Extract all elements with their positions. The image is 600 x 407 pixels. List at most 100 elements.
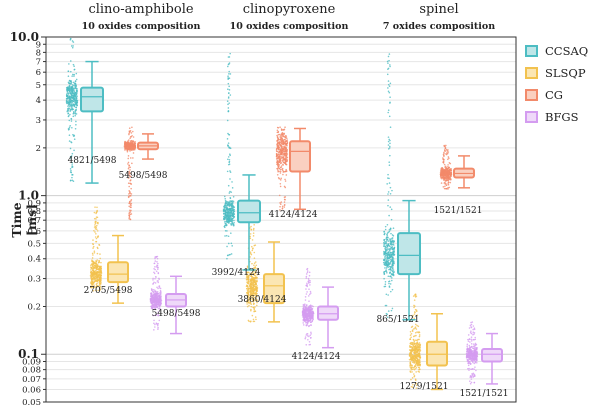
scatter-point (66, 92, 69, 94)
scatter-point (90, 271, 92, 274)
scatter-point (72, 98, 75, 101)
scatter-point (277, 126, 280, 129)
scatter-point (73, 65, 75, 68)
scatter-point (250, 285, 253, 287)
scatter-point (306, 333, 309, 335)
scatter-point (155, 306, 158, 308)
scatter-point (417, 331, 420, 334)
scatter-point (127, 167, 130, 170)
legend-item-bfgs: BFGS (525, 106, 600, 128)
scatter-point (470, 350, 473, 353)
panel-subtitle-text: 7 oxides composition (382, 21, 496, 32)
scatter-point (384, 245, 387, 248)
scatter-point (130, 209, 132, 212)
scatter-point (127, 161, 130, 164)
scatter-point (305, 309, 308, 312)
scatter-point (443, 149, 446, 151)
scatter-point (127, 177, 130, 179)
scatter-point (96, 246, 99, 249)
scatter-point (69, 108, 72, 111)
scatter-point (73, 73, 76, 76)
scatter-point (389, 245, 391, 248)
scatter-point (253, 257, 256, 259)
scatter-point (412, 357, 415, 360)
scatter-point (391, 269, 393, 272)
scatter-point (280, 155, 282, 158)
scatter-point (100, 268, 102, 271)
box-iqr (397, 232, 421, 276)
scatter-point (385, 259, 388, 262)
scatter-point (278, 133, 281, 136)
scatter-point (150, 298, 153, 301)
scatter-point (99, 257, 101, 260)
panel-title-text: spinel (419, 2, 459, 17)
scatter-point (129, 195, 132, 197)
scatter-point (409, 330, 412, 333)
y-tick-label: 3 (36, 116, 41, 126)
scatter-point (389, 102, 391, 104)
scatter-point (308, 340, 311, 343)
scatter-point (228, 62, 231, 64)
scatter-point (251, 262, 253, 265)
scatter-point (284, 157, 287, 160)
scatter-point (222, 218, 225, 220)
scatter-point (128, 200, 131, 203)
legend-item-slsqp: SLSQP (525, 62, 600, 84)
scatter-point (408, 345, 411, 347)
scatter-point (284, 145, 286, 147)
y-tick-label: 5 (36, 81, 41, 91)
scatter-point (447, 158, 449, 161)
scatter-point (253, 288, 255, 290)
scatter-point (75, 72, 78, 75)
scatter-point (392, 244, 395, 246)
scatter-point (411, 368, 414, 371)
scatter-point (383, 243, 385, 246)
scatter-point (129, 157, 132, 159)
scatter-point (282, 128, 285, 131)
scatter-point (281, 137, 284, 140)
scatter-point (387, 136, 390, 138)
scatter-point (228, 217, 230, 220)
scatter-point (440, 169, 442, 171)
scatter-point (303, 314, 306, 316)
y-tick-label: 1.0 (18, 189, 39, 203)
scatter-point (443, 179, 445, 182)
scatter-point (419, 356, 421, 359)
scatter-point (278, 164, 280, 166)
scatter-point (444, 177, 446, 180)
scatter-point (390, 208, 393, 211)
scatter-point (153, 329, 155, 331)
scatter-point (386, 232, 389, 235)
scatter-point (385, 236, 388, 239)
scatter-point (386, 60, 389, 63)
scatter-point (99, 266, 102, 268)
scatter-point (233, 212, 235, 215)
scatter-point (418, 368, 421, 371)
scatter-point (69, 89, 72, 92)
scatter-point (418, 334, 421, 336)
scatter-point (278, 167, 281, 170)
scatter-point (447, 182, 449, 185)
scatter-point (446, 175, 448, 178)
scatter-point (390, 255, 393, 257)
scatter-point (70, 171, 73, 174)
scatter-point (415, 339, 417, 341)
scatter-point (411, 377, 414, 379)
scatter-point (232, 210, 235, 213)
scatter-point (285, 142, 288, 145)
scatter-point (249, 251, 252, 254)
scatter-point (473, 375, 476, 377)
scatter-point (388, 285, 391, 287)
scatter-point (387, 55, 390, 58)
scatter-point (445, 144, 447, 147)
scatter-point (276, 174, 279, 176)
scatter-point (92, 275, 94, 277)
scatter-point (130, 140, 132, 142)
scatter-point (389, 139, 391, 142)
scatter-point (470, 342, 473, 345)
scatter-point (94, 224, 96, 226)
scatter-point (74, 82, 77, 85)
plot-frame (45, 36, 517, 403)
box-iqr (107, 261, 129, 284)
scatter-point (155, 256, 158, 258)
